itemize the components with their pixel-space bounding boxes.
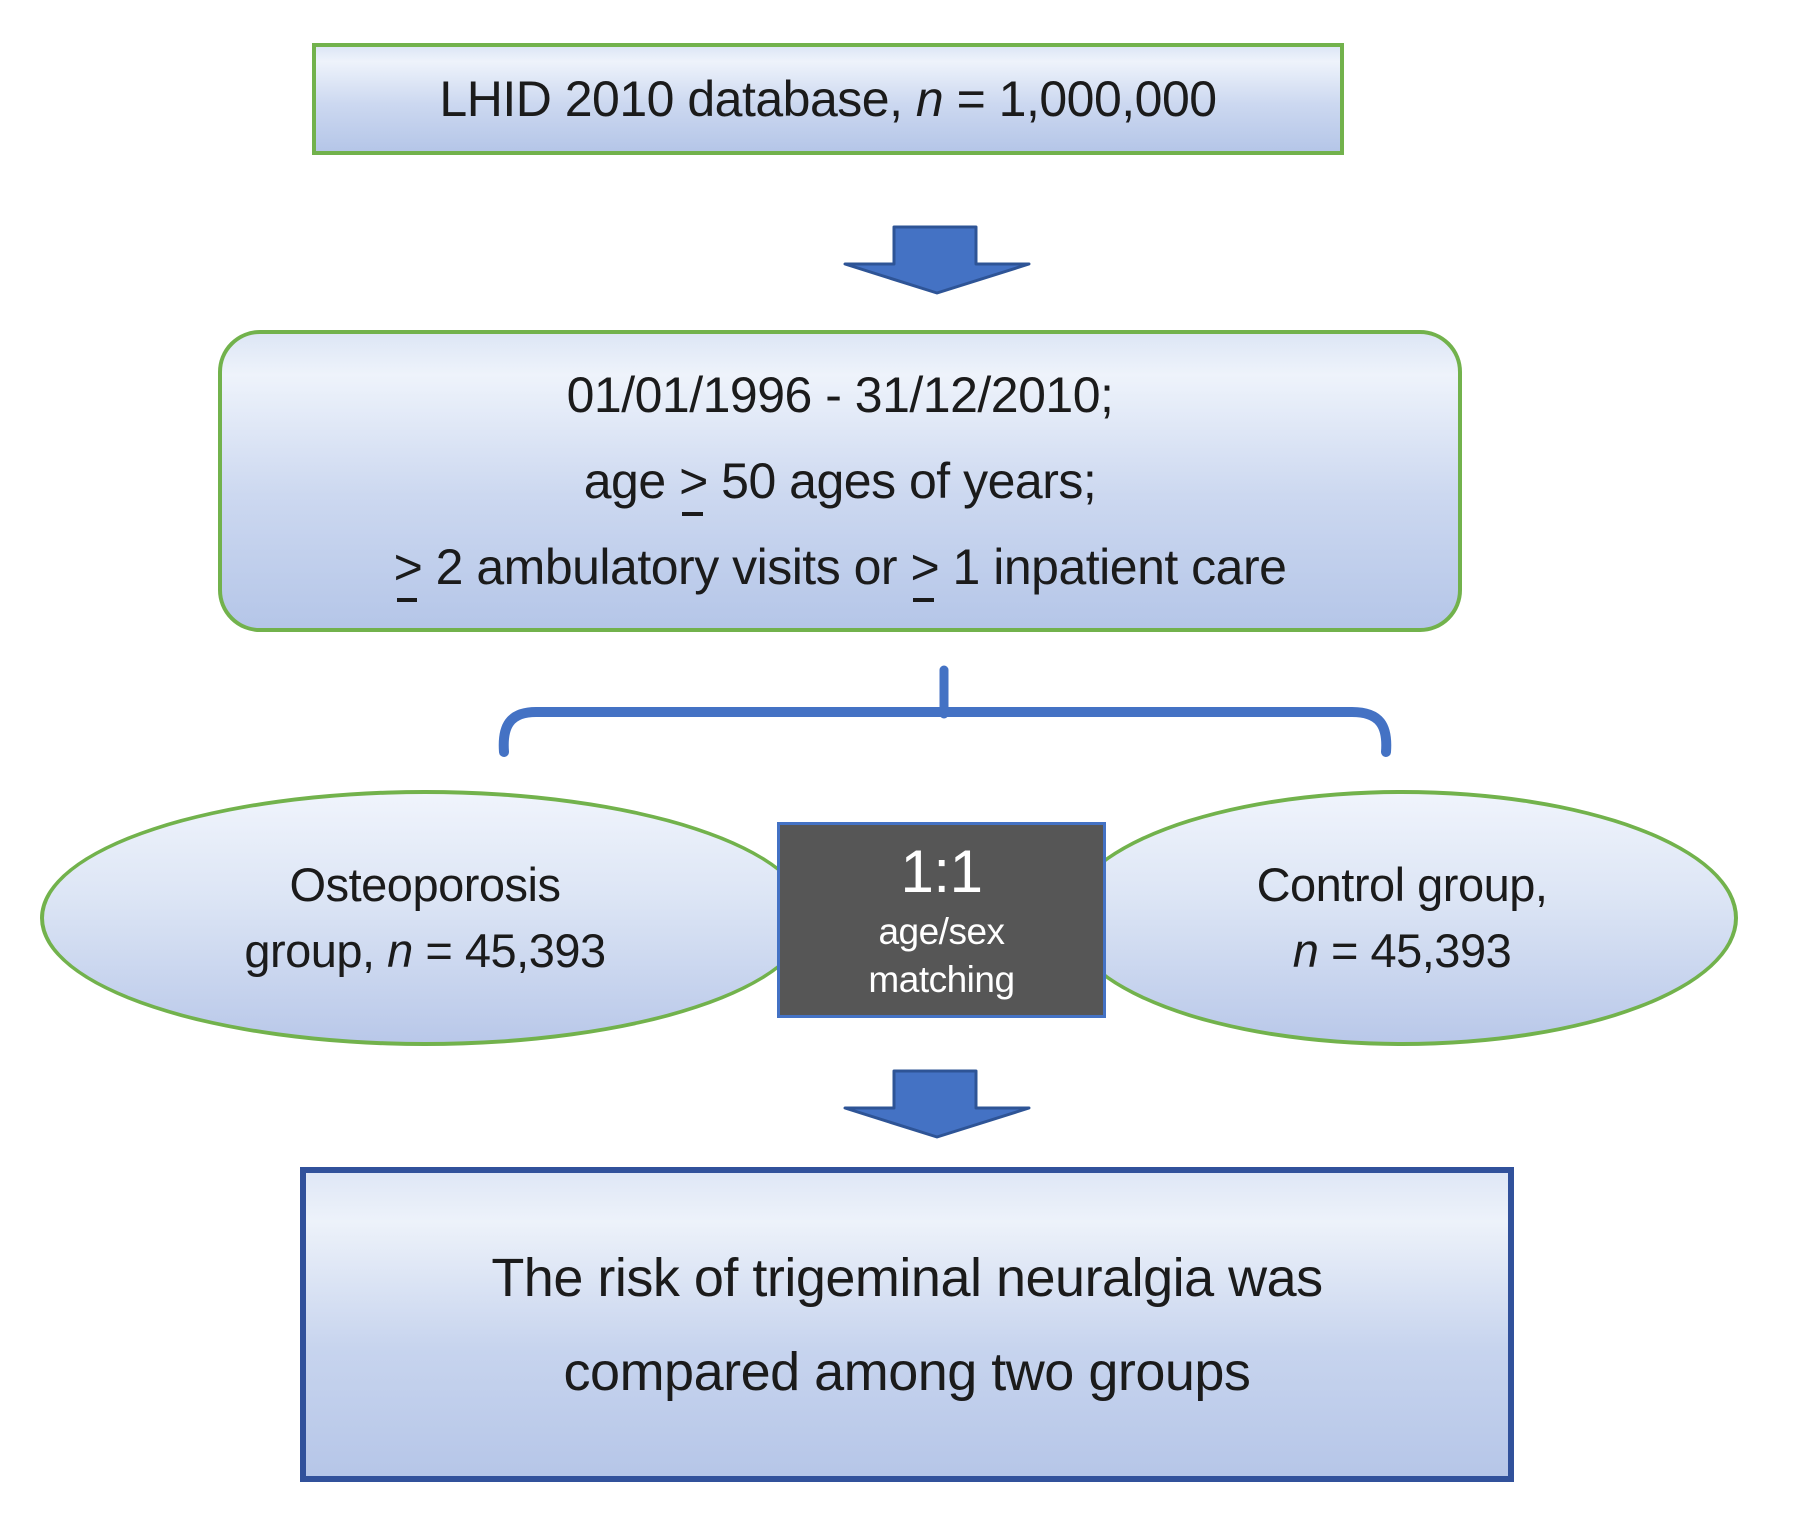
control-line-2: n = 45,393 (1292, 918, 1512, 984)
osteoporosis-line-2-pre: group, (244, 924, 388, 977)
control-line-2-post: = 45,393 (1318, 924, 1512, 977)
greater-equal-symbol: > (910, 539, 940, 602)
osteoporosis-group-ellipse: Osteoporosis group, n = 45,393 (40, 790, 810, 1046)
greater-equal-symbol: > (393, 539, 423, 602)
split-brace-icon (498, 665, 1392, 757)
database-text-post: = 1,000,000 (943, 71, 1218, 127)
criteria-box: 01/01/1996 - 31/12/2010; age > 50 ages o… (218, 330, 1462, 632)
criteria-line-2-post: 50 ages of years; (707, 453, 1097, 509)
database-text: LHID 2010 database, n = 1,000,000 (439, 70, 1218, 128)
n-variable: n (387, 924, 413, 977)
down-arrow-icon (843, 225, 1031, 295)
criteria-line-3: > 2 ambulatory visits or > 1 inpatient c… (394, 524, 1287, 610)
criteria-line-3-mid: 2 ambulatory visits or (422, 539, 911, 595)
osteoporosis-line-2-post: = 45,393 (412, 924, 606, 977)
criteria-line-2-pre: age (583, 453, 680, 509)
down-arrow-shape (843, 1069, 1031, 1139)
matching-box: 1:1 age/sex matching (777, 822, 1106, 1018)
down-arrow-icon (843, 1069, 1031, 1139)
criteria-line-2: age > 50 ages of years; (584, 438, 1097, 524)
result-line-2: compared among two groups (563, 1341, 1251, 1402)
control-group-ellipse: Control group, n = 45,393 (1066, 790, 1738, 1046)
osteoporosis-line-1: Osteoporosis (289, 858, 561, 911)
n-variable: n (1292, 924, 1319, 977)
database-box: LHID 2010 database, n = 1,000,000 (312, 43, 1344, 155)
matching-label-line-2: matching (868, 959, 1015, 1000)
matching-ratio: 1:1 (900, 838, 983, 905)
criteria-line-3-post: 1 inpatient care (939, 539, 1287, 595)
criteria-line-1: 01/01/1996 - 31/12/2010; (566, 367, 1114, 423)
matching-label-line-1: age/sex (878, 911, 1005, 952)
greater-equal-symbol: > (679, 453, 708, 516)
result-box: The risk of trigeminal neuralgia was com… (300, 1167, 1514, 1482)
n-variable: n (915, 71, 944, 127)
osteoporosis-line-2: group, n = 45,393 (244, 918, 606, 984)
control-line-1: Control group, (1256, 858, 1548, 911)
result-line-1: The risk of trigeminal neuralgia was (491, 1247, 1323, 1308)
database-text-pre: LHID 2010 database, (439, 71, 916, 127)
down-arrow-shape (843, 225, 1031, 295)
